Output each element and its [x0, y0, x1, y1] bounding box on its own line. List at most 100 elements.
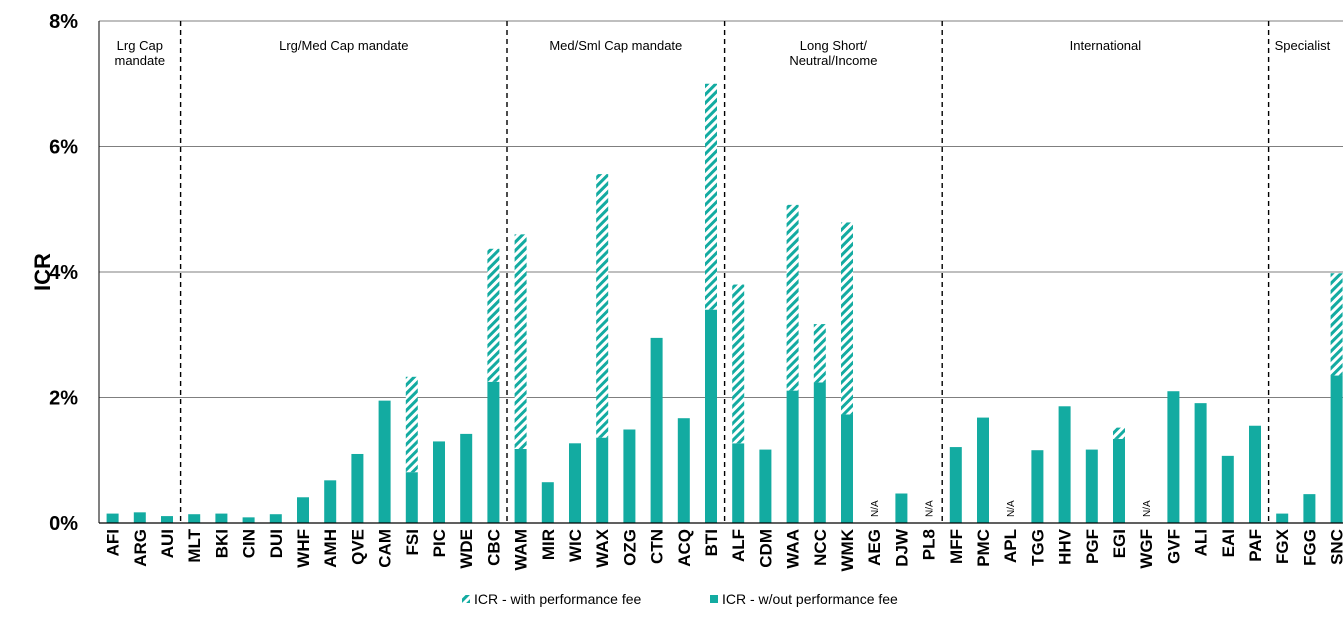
x-tick-label: CAM [376, 529, 395, 568]
bar-base-pic [433, 441, 445, 523]
x-tick-label: WDE [457, 529, 476, 569]
bar-perf-bti [705, 83, 717, 310]
x-tick-label: ALI [1192, 529, 1211, 556]
legend-swatch-base [710, 595, 718, 603]
x-tick-label: DUI [267, 529, 286, 558]
na-label: N/A [1006, 500, 1017, 517]
x-tick-label: CTN [648, 529, 667, 564]
x-tick-label: APL [1001, 529, 1020, 563]
bar-perf-cbc [487, 248, 500, 382]
y-axis-label: ICR [30, 253, 55, 291]
na-label: N/A [870, 500, 881, 517]
y-tick-label: 2% [49, 388, 78, 410]
x-tick-label: AFI [104, 529, 123, 556]
x-tick-label: TGG [1028, 529, 1047, 566]
x-tick-label: BKI [212, 529, 231, 558]
x-tick-label: FGX [1273, 528, 1292, 564]
bar-base-waa [786, 390, 799, 523]
legend-label-perf: ICR - with performance fee [474, 591, 641, 607]
bar-base-cin [242, 517, 255, 523]
bar-base-wmk [841, 414, 853, 523]
bar-perf-snc [1330, 273, 1343, 376]
bar-base-mlt [188, 514, 201, 523]
bars [106, 83, 1343, 523]
y-tick-label: 8% [49, 11, 78, 33]
x-tick-label: ACQ [675, 529, 694, 567]
x-tick-labels: AFI ARG AUI MLT BKI CIN DUI WHF AMH QVE CAM FSI PIC W… [104, 528, 1343, 571]
x-tick-label: QVE [348, 529, 367, 565]
group-label: Lrg Cap [117, 38, 163, 53]
x-tick-label: OZG [620, 529, 639, 566]
legend-label-base: ICR - w/out performance fee [722, 591, 898, 607]
x-tick-label: FSI [403, 529, 422, 555]
bar-base-snc [1330, 375, 1343, 523]
x-tick-label: NCC [811, 529, 830, 566]
x-tick-label: WGF [1137, 529, 1156, 569]
x-tick-label: CDM [756, 529, 775, 568]
x-tick-label: DJW [892, 528, 911, 567]
x-tick-label: WAX [593, 528, 612, 567]
bar-base-egi [1113, 438, 1125, 523]
x-tick-label: PGF [1083, 529, 1102, 564]
group-label: Long Short/ [800, 38, 868, 53]
bar-perf-wmk [841, 222, 853, 415]
na-label: N/A [1142, 500, 1153, 517]
bar-base-cam [378, 400, 391, 523]
na-label: N/A [925, 500, 936, 517]
bar-base-fsi [405, 472, 418, 523]
x-tick-label: EGI [1110, 529, 1129, 558]
group-label: Neutral/Income [789, 53, 877, 68]
bar-base-qve [351, 453, 364, 523]
bar-base-wax [596, 437, 609, 523]
bar-base-dui [269, 514, 282, 523]
group-label: mandate [115, 53, 166, 68]
bar-base-ali [1194, 403, 1207, 523]
x-tick-label: PAF [1246, 529, 1265, 562]
bar-base-bki [215, 513, 228, 523]
legend: ICR - with performance fee ICR - w/out pe… [462, 591, 898, 607]
bar-base-ozg [623, 429, 636, 523]
y-tick-label: 0% [49, 513, 78, 535]
bar-base-cdm [759, 449, 772, 523]
bar-base-mff [949, 447, 962, 523]
x-tick-label: GVF [1164, 529, 1183, 564]
axes [98, 21, 1343, 524]
bar-base-tgg [1031, 450, 1044, 523]
bar-base-hhv [1058, 406, 1071, 523]
bar-base-afi [106, 513, 119, 523]
legend-swatch-perf [462, 595, 470, 603]
x-tick-label: AUI [158, 529, 177, 558]
y-tick-labels: 0% 2% 4% 6% 8% [49, 11, 78, 535]
x-tick-label: WIC [566, 529, 585, 562]
bar-perf-waa [786, 204, 799, 391]
bar-base-wde [460, 433, 473, 523]
bar-base-amh [324, 480, 337, 523]
x-tick-label: WHF [294, 529, 313, 568]
bar-perf-ncc [813, 324, 826, 383]
x-tick-label: EAI [1219, 529, 1238, 557]
group-label: Med/Sml Cap mandate [549, 38, 682, 53]
bar-base-ncc [813, 382, 826, 523]
bar-base-fgg [1303, 494, 1316, 523]
y-tick-label: 4% [49, 262, 78, 284]
bar-base-ctn [650, 337, 663, 523]
group-label: Lrg/Med Cap mandate [279, 38, 408, 53]
bar-base-arg [133, 512, 146, 523]
bar-base-fgx [1276, 513, 1289, 523]
bar-base-wic [569, 443, 581, 523]
bar-base-mir [541, 482, 554, 523]
gridlines [99, 20, 1343, 398]
bar-base-eai [1221, 455, 1234, 523]
x-tick-label: SNC [1328, 529, 1343, 565]
x-tick-label: PL8 [920, 529, 939, 560]
bar-base-djw [895, 493, 908, 523]
bar-base-cbc [487, 381, 500, 523]
x-tick-label: WAA [784, 529, 803, 569]
x-tick-label: HHV [1056, 528, 1075, 565]
x-tick-label: BTI [702, 529, 721, 556]
bar-perf-wam [514, 234, 527, 449]
na-labels: N/A N/A N/A N/A [870, 500, 1153, 517]
x-tick-label: WMK [838, 528, 857, 571]
